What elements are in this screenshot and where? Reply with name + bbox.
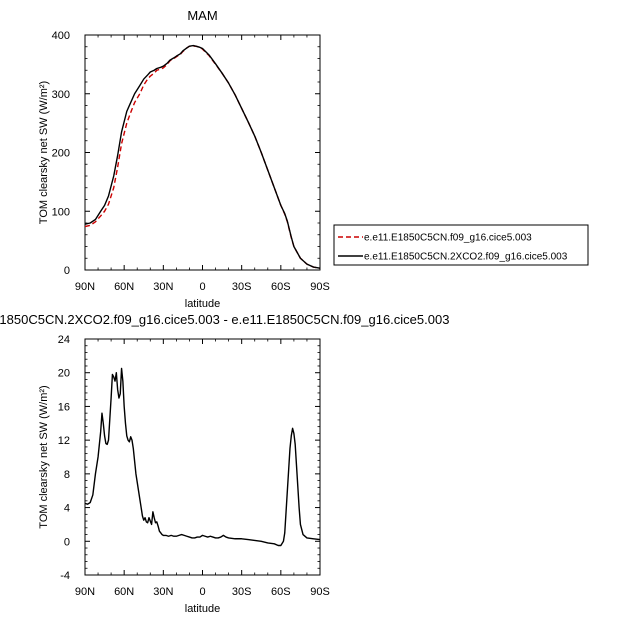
top-xtick-label: 30N xyxy=(153,281,173,293)
legend: e.e11.E1850C5CN.f09_g16.cice5.003 e.e11.… xyxy=(333,224,589,266)
bottom-ytick-label: 24 xyxy=(58,334,70,346)
top-xtick-label: 0 xyxy=(199,281,205,293)
bottom-panel: e.e11.E1850C5CN.2XCO2.f09_g16.cice5.003 … xyxy=(0,312,449,615)
bottom-ytick-label: 20 xyxy=(58,368,70,380)
bottom-xtick-label: 0 xyxy=(199,586,205,598)
bottom-plot-frame xyxy=(84,338,321,576)
top-xtick-label: 90S xyxy=(310,281,330,293)
bottom-series-line-0 xyxy=(84,367,321,547)
top-ylabel: TOM clearsky net SW (W/m²) xyxy=(38,81,50,224)
bottom-xtick-label: 90N xyxy=(75,586,95,598)
bottom-xtick-label: 60S xyxy=(271,586,291,598)
top-xtick-label: 60N xyxy=(114,281,134,293)
legend-label-2xco2: e.e11.E1850C5CN.2XCO2.f09_g16.cice5.003 xyxy=(364,252,568,263)
bottom-xtick-label: 30N xyxy=(153,586,173,598)
bottom-xlabel: latitude xyxy=(185,603,220,615)
top-xtick-label: 90N xyxy=(75,281,95,293)
bottom-xtick-label: 60N xyxy=(114,586,134,598)
bottom-xtick-label: 30S xyxy=(232,586,252,598)
bottom-ytick-label: -4 xyxy=(60,570,70,582)
top-chart-title: MAM xyxy=(187,8,217,23)
bottom-ytick-label: 16 xyxy=(58,401,70,413)
top-series-line-1 xyxy=(84,44,321,269)
bottom-ytick-label: 4 xyxy=(64,503,70,515)
legend-box xyxy=(333,224,589,266)
top-ytick-label: 200 xyxy=(52,148,70,160)
legend-label-control: e.e11.E1850C5CN.f09_g16.cice5.003 xyxy=(364,233,532,244)
bottom-ytick-label: 8 xyxy=(64,469,70,481)
bottom-ylabel: TOM clearsky net SW (W/m²) xyxy=(38,385,50,528)
top-series-line-0 xyxy=(84,45,321,269)
top-ytick-label: 300 xyxy=(52,89,70,101)
top-xlabel: latitude xyxy=(185,298,220,310)
bottom-chart-title: e.e11.E1850C5CN.2XCO2.f09_g16.cice5.003 … xyxy=(0,312,449,327)
bottom-ytick-label: 0 xyxy=(64,536,70,548)
top-xtick-label: 30S xyxy=(232,281,252,293)
bottom-xtick-label: 90S xyxy=(310,586,330,598)
top-ytick-label: 0 xyxy=(64,265,70,277)
top-ytick-label: 100 xyxy=(52,206,70,218)
top-xtick-label: 60S xyxy=(271,281,291,293)
top-ytick-label: 400 xyxy=(52,30,70,42)
top-panel: MAM 90N 60N 30N 0 30S 60S 90S 0 100 200 300 400 la… xyxy=(38,8,330,310)
bottom-ytick-label: 12 xyxy=(58,435,70,447)
top-plot-frame xyxy=(84,34,321,271)
